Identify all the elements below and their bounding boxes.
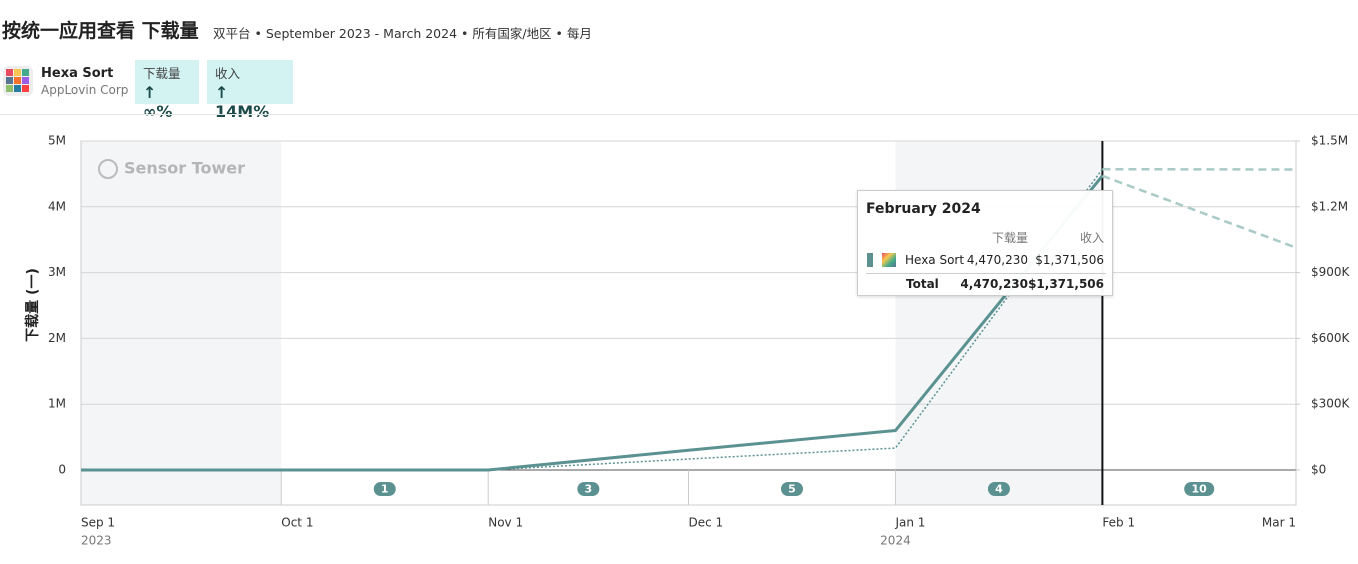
metric-label: 收入 (215, 66, 241, 81)
x-tick-label: Nov 1 (488, 516, 523, 530)
x-tick-label: Sep 1 (81, 516, 115, 530)
shaded-range (81, 141, 282, 505)
tooltip-total-name: Total (906, 277, 939, 291)
series-line (1101, 174, 1297, 249)
title: 按统一应用查看 下载量 (2, 20, 199, 42)
legend-swatch (867, 253, 873, 267)
subtitle: 双平台 • September 2023 - March 2024 • 所有国家… (213, 26, 592, 41)
app-publisher: AppLovin Corp (41, 83, 129, 97)
event-count: 3 (585, 483, 593, 496)
y-tick-label: 4M (48, 199, 66, 213)
tooltip-row-name: Hexa Sort (905, 253, 965, 267)
tooltip-total-value: $1,371,506 (1028, 277, 1104, 291)
tooltip-total-value: 4,470,230 (960, 277, 1028, 291)
y2-tick-label: $0 (1311, 463, 1326, 477)
y2-tick-label: $1.2M (1311, 199, 1348, 213)
tooltip-title: February 2024 (866, 201, 981, 217)
y2-tick-label: $600K (1311, 331, 1351, 345)
event-pill (780, 482, 803, 496)
tooltip-column: 收入 (1079, 231, 1104, 245)
event-count: 1 (381, 483, 389, 496)
x-tick-label: Oct 1 (281, 516, 313, 530)
y-tick-label: 2M (48, 331, 66, 345)
x-tick-label: Jan 1 (894, 516, 925, 530)
watermark-icon (98, 159, 118, 179)
app-name: Hexa Sort (41, 66, 114, 81)
app-icon (3, 66, 33, 96)
event-pill (1184, 482, 1215, 496)
metric: 下载量 ↑ ∞% (135, 60, 199, 121)
x-tick-label: Feb 1 (1102, 516, 1135, 530)
tooltip-row-value: $1,371,506 (1035, 253, 1104, 267)
separator (0, 114, 1358, 115)
metric: 收入 ↑ 14M% (207, 60, 293, 121)
y-tick-label: 5M (48, 134, 66, 148)
y-tick-label: 1M (48, 397, 66, 411)
event-count: 4 (995, 483, 1003, 496)
x-tick-label: Mar 1 (1262, 516, 1296, 530)
y2-tick-label: $900K (1311, 265, 1351, 279)
x-tick-label: Dec 1 (689, 516, 724, 530)
series-line (81, 174, 1104, 472)
year-label: 2024 (880, 534, 911, 548)
tooltip: February 2024 下载量 收入 Hexa Sort 4,470,230… (857, 190, 1113, 296)
event-pill (987, 482, 1010, 496)
metric-value: ↑ 14M% (215, 83, 270, 121)
app-icon-small (882, 253, 896, 267)
watermark: Sensor Tower (124, 159, 245, 178)
series-line (81, 168, 1104, 471)
event-pill (373, 482, 396, 496)
metric-label: 下载量 (143, 66, 181, 81)
y2-tick-label: $1.5M (1311, 134, 1348, 148)
y-axis-label: 下载量 (一) (24, 268, 41, 342)
metric-value: ↑ ∞% (143, 83, 173, 121)
y-tick-label: 3M (48, 265, 66, 279)
tooltip-row-value: 4,470,230 (966, 253, 1028, 267)
year-label: 2023 (81, 534, 112, 548)
event-pill (577, 482, 600, 496)
event-count: 5 (788, 483, 796, 496)
tooltip-column: 下载量 (991, 231, 1028, 245)
tooltip-divider (866, 273, 1106, 274)
y2-tick-label: $300K (1311, 397, 1351, 411)
y-tick-label: 0 (58, 463, 66, 477)
event-count: 10 (1192, 483, 1208, 496)
